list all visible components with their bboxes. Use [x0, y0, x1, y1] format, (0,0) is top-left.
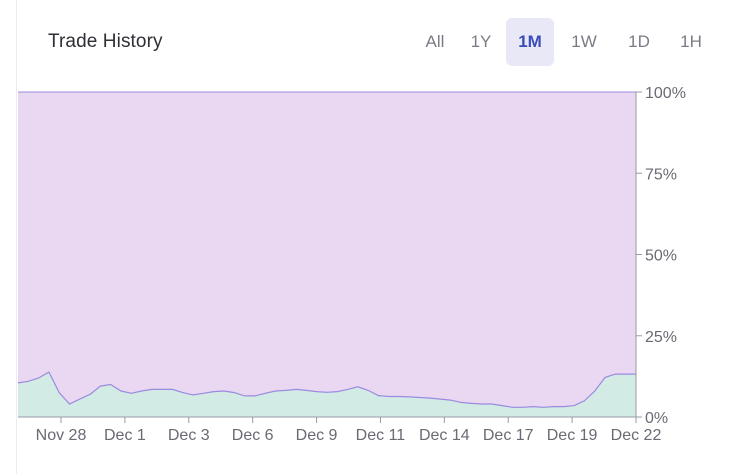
range-tab-1y[interactable]: 1Y: [470, 32, 492, 51]
x-tick-label: Dec 22: [611, 427, 662, 444]
range-tab-1w[interactable]: 1W: [571, 32, 597, 51]
y-tick-label: 50%: [645, 248, 677, 265]
x-tick-label: Dec 9: [296, 427, 338, 444]
upper-area: [18, 92, 636, 417]
lower-area: [18, 372, 636, 417]
y-tick-label: 0%: [645, 410, 668, 427]
range-tab-all[interactable]: All: [425, 32, 445, 51]
x-tick-label: Dec 19: [547, 427, 598, 444]
card-title: Trade History: [48, 31, 163, 52]
x-tick-label: Dec 14: [419, 427, 470, 444]
x-tick-label: Dec 6: [232, 427, 274, 444]
x-tick-label: Dec 1: [104, 427, 146, 444]
range-tab-1d[interactable]: 1D: [628, 32, 650, 51]
range-tab-1h[interactable]: 1H: [680, 32, 702, 51]
x-tick-label: Nov 28: [36, 427, 87, 444]
x-tick-label: Dec 3: [168, 427, 210, 444]
x-tick-label: Dec 11: [356, 427, 406, 444]
range-tab-1m[interactable]: 1M: [506, 18, 554, 66]
x-tick-label: Dec 17: [483, 427, 534, 444]
y-tick-label: 75%: [645, 166, 677, 183]
y-tick-label: 100%: [645, 85, 686, 102]
range-tabs: All 1Y 1M 1W 1D 1H: [414, 18, 718, 66]
y-tick-label: 25%: [645, 329, 677, 346]
series-line: [17, 371, 636, 408]
